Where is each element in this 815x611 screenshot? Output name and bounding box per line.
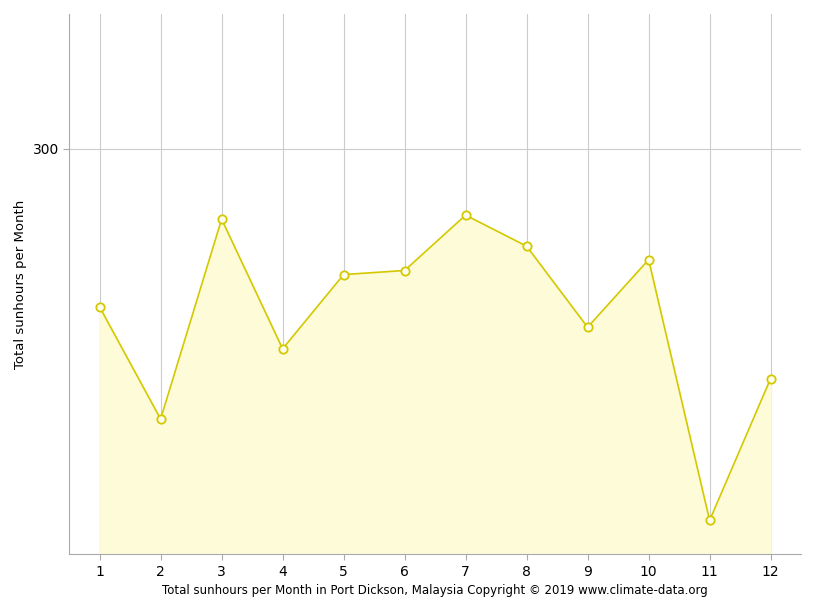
- Y-axis label: Total sunhours per Month: Total sunhours per Month: [14, 199, 27, 368]
- X-axis label: Total sunhours per Month in Port Dickson, Malaysia Copyright © 2019 www.climate-: Total sunhours per Month in Port Dickson…: [162, 584, 708, 597]
